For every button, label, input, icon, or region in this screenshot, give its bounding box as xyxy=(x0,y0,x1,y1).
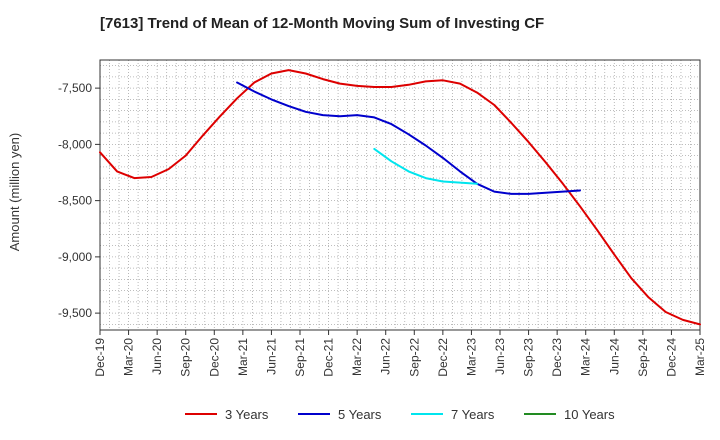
chart-title: [7613] Trend of Mean of 12-Month Moving … xyxy=(100,15,544,32)
y-axis-label: Amount (million yen) xyxy=(7,133,22,252)
legend-item: 7 Years xyxy=(411,407,495,422)
grid xyxy=(100,60,700,330)
x-tick-label: Sep-23 xyxy=(522,338,536,377)
x-tick-label: Dec-21 xyxy=(322,338,336,377)
plot-frame xyxy=(99,59,701,331)
x-tick-label: Dec-20 xyxy=(207,338,221,377)
x-tick-label: Mar-21 xyxy=(236,338,250,376)
x-tick-label: Sep-22 xyxy=(407,338,421,377)
x-tick-label: Jun-23 xyxy=(493,338,507,375)
x-axis: Dec-19 Mar-20 Jun-20 Sep-20 Dec-20 Mar-21 Jun-… xyxy=(93,330,707,377)
x-tick-label: Dec-22 xyxy=(436,338,450,377)
x-tick-label: Sep-24 xyxy=(636,338,650,377)
legend-label: 3 Years xyxy=(225,407,269,422)
y-tick-label: -8,000 xyxy=(58,137,92,151)
x-tick-label: Mar-25 xyxy=(693,338,707,376)
plot-area xyxy=(100,60,700,330)
legend-label: 7 Years xyxy=(451,407,495,422)
x-tick-label: Mar-20 xyxy=(122,338,136,376)
y-tick-label: -8,500 xyxy=(58,194,92,208)
x-tick-label: Jun-24 xyxy=(607,338,621,375)
y-tick-label: -9,500 xyxy=(58,306,92,320)
legend-item: 3 Years xyxy=(185,407,269,422)
x-tick-label: Dec-19 xyxy=(93,338,107,377)
legend: 3 Years 5 Years 7 Years 10 Years xyxy=(185,407,615,422)
x-tick-label: Jun-20 xyxy=(150,338,164,375)
x-tick-label: Mar-24 xyxy=(579,338,593,376)
x-tick-label: Jun-22 xyxy=(379,338,393,375)
legend-item: 5 Years xyxy=(298,407,382,422)
legend-label: 10 Years xyxy=(564,407,615,422)
y-tick-label: -7,500 xyxy=(58,81,92,95)
series-line-5-years xyxy=(236,81,581,195)
x-tick-label: Mar-23 xyxy=(464,338,478,376)
y-tick-label: -9,000 xyxy=(58,250,92,264)
x-tick-label: Mar-22 xyxy=(350,338,364,376)
series-line-3-years xyxy=(99,69,701,326)
x-tick-label: Dec-23 xyxy=(550,338,564,377)
series-layer xyxy=(99,69,701,326)
x-tick-label: Sep-20 xyxy=(179,338,193,377)
x-tick-label: Jun-21 xyxy=(264,338,278,375)
x-tick-label: Sep-21 xyxy=(293,338,307,377)
legend-label: 5 Years xyxy=(338,407,382,422)
series-line-7-years xyxy=(373,147,479,185)
y-axis: -7,500 -8,000 -8,500 -9,000 -9,500 xyxy=(58,81,100,320)
x-tick-label: Dec-24 xyxy=(664,338,678,377)
legend-item: 10 Years xyxy=(524,407,615,422)
